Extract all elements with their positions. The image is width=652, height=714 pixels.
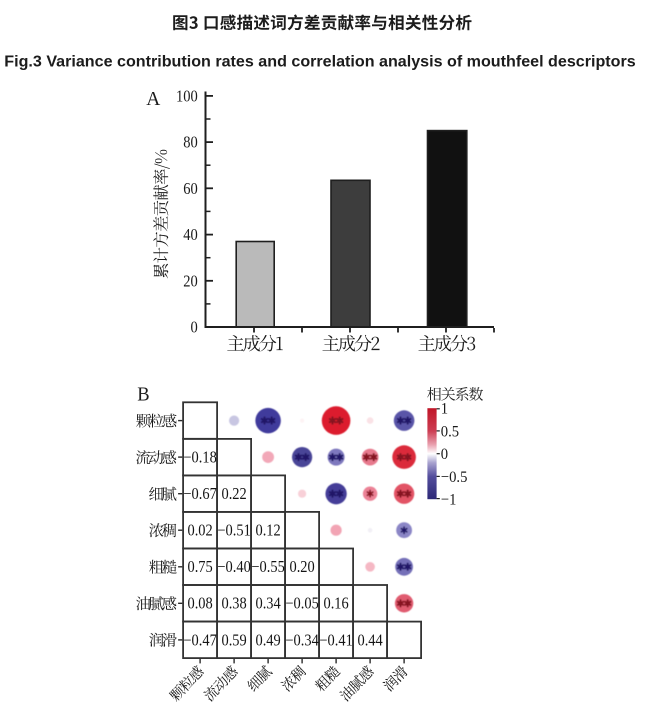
svg-text:B: B — [137, 384, 149, 406]
svg-text:80: 80 — [183, 134, 198, 152]
svg-text:0.22: 0.22 — [221, 485, 246, 503]
svg-text:−0.05: −0.05 — [285, 595, 319, 613]
svg-text:0.34: 0.34 — [255, 595, 281, 613]
svg-text:60: 60 — [183, 180, 198, 198]
svg-text:40: 40 — [183, 226, 198, 244]
svg-text:0.75: 0.75 — [187, 558, 213, 576]
svg-text:0.08: 0.08 — [187, 595, 213, 613]
svg-text:−0.51: −0.51 — [217, 522, 250, 540]
svg-text:0.20: 0.20 — [289, 558, 315, 576]
svg-text:0.38: 0.38 — [221, 595, 247, 613]
svg-text:−0.55: −0.55 — [251, 558, 285, 576]
svg-text:−0.18: −0.18 — [183, 449, 217, 467]
svg-text:−0.41: −0.41 — [319, 631, 352, 649]
svg-text:−0.40: −0.40 — [217, 558, 251, 576]
svg-text:0: 0 — [441, 445, 449, 463]
svg-text:−0.67: −0.67 — [183, 485, 217, 503]
svg-text:−0.47: −0.47 — [183, 631, 217, 649]
svg-text:Fig.3 Variance contribution ra: Fig.3 Variance contribution rates and co… — [4, 52, 635, 70]
svg-text:0.12: 0.12 — [255, 522, 280, 540]
svg-text:−1: −1 — [441, 491, 457, 509]
svg-text:20: 20 — [183, 272, 198, 290]
svg-text:1: 1 — [441, 400, 448, 418]
svg-text:100: 100 — [176, 88, 198, 106]
svg-text:−0.34: −0.34 — [285, 631, 319, 649]
svg-text:0: 0 — [191, 319, 198, 337]
svg-text:0.5: 0.5 — [441, 423, 460, 441]
svg-text:0.16: 0.16 — [323, 595, 349, 613]
svg-text:0.44: 0.44 — [357, 631, 383, 649]
svg-text:−0.5: −0.5 — [441, 468, 468, 486]
svg-text:A: A — [146, 88, 161, 111]
svg-text:0.02: 0.02 — [187, 522, 212, 540]
svg-text:0.59: 0.59 — [221, 631, 247, 649]
svg-text:0.49: 0.49 — [255, 631, 281, 649]
